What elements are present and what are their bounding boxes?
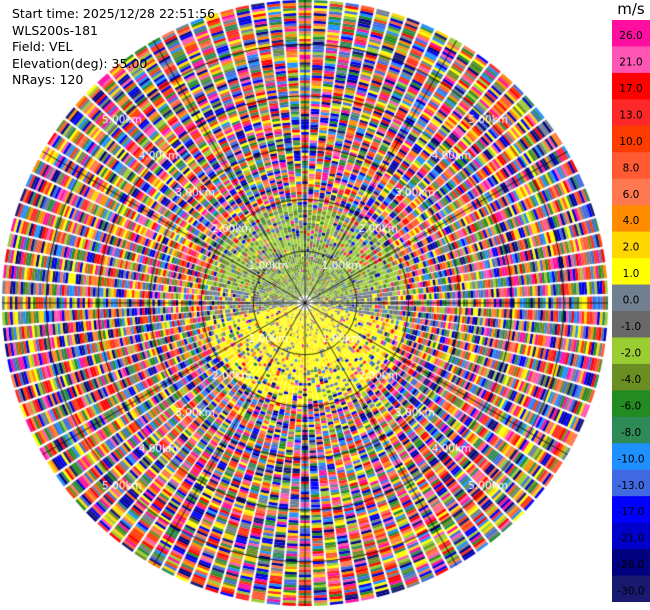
colorbar-tick-label: 6.0 [623,189,640,201]
colorbar-tick-label: 1.0 [623,268,640,280]
colorbar-tick-label: 2.0 [623,242,640,254]
colorbar-swatch [612,416,650,444]
colorbar-swatch [612,522,650,550]
colorbar-tick-label: -10.0 [617,453,644,465]
elevation-text: Elevation(deg): 35.00 [12,55,148,71]
nrays-text: NRays: 120 [12,72,84,87]
colorbar-tick-label: 13.0 [619,109,642,121]
colorbar-tick-label: 4.0 [623,215,640,227]
colorbar-swatch [612,575,650,602]
field-text: Field: VEL [12,39,73,54]
colorbar-tick-label: -13.0 [617,480,644,492]
colorbar-swatch [612,205,650,233]
colorbar-swatch [612,549,650,577]
colorbar-tick-label: 21.0 [619,57,642,69]
colorbar-tick-label: 26.0 [619,30,642,42]
colorbar-swatch [612,231,650,259]
colorbar-tick-label: 8.0 [623,162,640,174]
start-time-text: Start time: 2025/12/28 22:51:56 [12,6,216,21]
colorbar-swatch [612,311,650,338]
colorbar-swatch [612,178,650,206]
colorbar-swatch [612,443,650,471]
colorbar-tick-label: -4.0 [621,374,642,386]
colorbar-tick-label: -26.0 [617,559,644,571]
colorbar-swatch [612,72,650,100]
colorbar-swatch [612,46,650,74]
site-name-text: WLS200s-181 [12,22,98,38]
colorbar-swatch [612,284,650,312]
colorbar-swatch [612,469,650,497]
scan-info: Start time: 2025/12/28 22:51:56 WLS200s-… [12,6,215,89]
colorbar-unit: m/s [617,0,645,18]
colorbar-tick-label: -8.0 [621,427,642,439]
colorbar: 26.0 21.0 17.0 13.0 10.0 8.0 6.0 4.0 2.0 1.0 0.0 -1… [612,20,650,602]
colorbar-swatch [612,337,650,365]
colorbar-tick-label: -30.0 [617,586,644,598]
colorbar-swatch [612,258,650,286]
colorbar-swatch [612,496,650,524]
colorbar-tick-label: 17.0 [619,83,642,95]
colorbar-tick-label: -1.0 [621,321,642,333]
colorbar-swatch [612,20,650,47]
colorbar-tick-label: -2.0 [621,348,642,360]
colorbar-tick-label: 0.0 [623,295,640,307]
colorbar-swatch [612,152,650,180]
colorbar-swatch [612,390,650,418]
colorbar-swatch [612,363,650,391]
colorbar-tick-label: -17.0 [617,506,644,518]
colorbar-tick-label: -21.0 [617,533,644,545]
colorbar-swatch [612,99,650,127]
colorbar-tick-label: -6.0 [621,400,642,412]
colorbar-swatch [612,125,650,153]
colorbar-tick-label: 10.0 [619,136,642,148]
